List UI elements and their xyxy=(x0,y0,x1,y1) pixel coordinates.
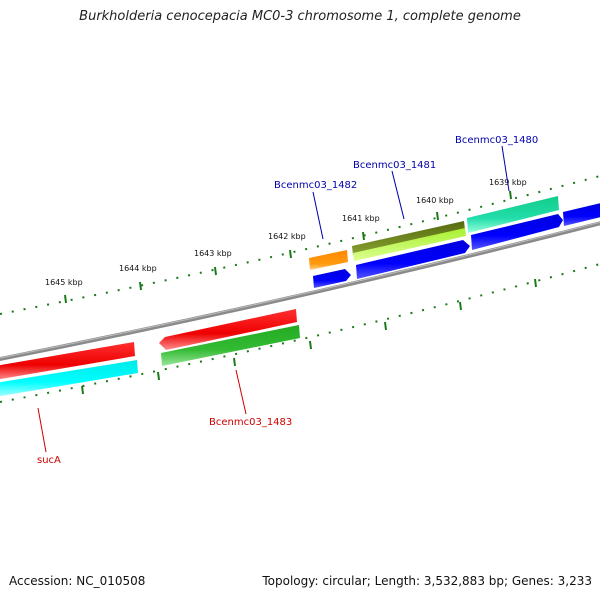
leader-bcenmc03-1482 xyxy=(312,191,324,240)
accession-text: Accession: NC_010508 xyxy=(9,574,146,588)
scale-label-1642: 1642 kbp xyxy=(268,232,306,241)
leader-bcenmc03-1480 xyxy=(501,145,510,192)
genome-summary-text: Topology: circular; Length: 3,532,883 bp… xyxy=(262,574,592,588)
gene-olive-bcenmc03-1481[interactable] xyxy=(352,221,465,255)
scale-label-1644: 1644 kbp xyxy=(119,264,157,273)
gene-label-bcenmc03-1482[interactable]: Bcenmc03_1482 xyxy=(274,180,357,191)
gene-blue-right-2[interactable] xyxy=(563,202,600,226)
inner-major-ticks xyxy=(81,278,537,395)
leader-suca xyxy=(37,407,47,453)
gene-red-bcenmc03-1483[interactable] xyxy=(159,309,297,350)
map-title: Burkholderia cenocepacia MC0-3 chromosom… xyxy=(79,9,521,24)
scale-label-1645: 1645 kbp xyxy=(45,278,83,287)
gene-red-left[interactable] xyxy=(0,342,135,380)
scale-label-1640: 1640 kbp xyxy=(416,196,454,205)
gene-blue-right-1[interactable] xyxy=(471,214,563,250)
gene-blue-mid[interactable] xyxy=(356,240,470,279)
leader-bcenmc03-1483 xyxy=(235,369,247,415)
gene-label-bcenmc03-1481[interactable]: Bcenmc03_1481 xyxy=(353,160,436,171)
gene-orange-bcenmc03-1482[interactable] xyxy=(309,250,348,270)
scale-label-1643: 1643 kbp xyxy=(194,249,232,258)
chromosome-backbone xyxy=(0,221,600,362)
gene-teal-bcenmc03-1480[interactable] xyxy=(467,196,559,233)
gene-lime-bcenmc03-1481[interactable] xyxy=(353,228,466,261)
gene-label-bcenmc03-1480[interactable]: Bcenmc03_1480 xyxy=(455,135,538,146)
inner-tick-ring xyxy=(0,263,600,403)
gene-label-bcenmc03-1483[interactable]: Bcenmc03_1483 xyxy=(209,417,292,428)
gene-green-bcenmc03-1483[interactable] xyxy=(161,325,300,366)
gene-cyan-left[interactable] xyxy=(0,360,138,397)
scale-label-1641: 1641 kbp xyxy=(342,214,380,223)
gene-label-suca[interactable]: sucA xyxy=(37,455,61,466)
outer-major-ticks xyxy=(64,190,512,304)
chromosome-backbone-highlight xyxy=(0,221,600,359)
reverse-strand-genes xyxy=(0,309,300,397)
leader-bcenmc03-1481 xyxy=(391,170,405,220)
outer-tick-ring xyxy=(0,175,600,315)
forward-strand-genes xyxy=(309,196,600,288)
gene-blue-small[interactable] xyxy=(313,269,351,288)
